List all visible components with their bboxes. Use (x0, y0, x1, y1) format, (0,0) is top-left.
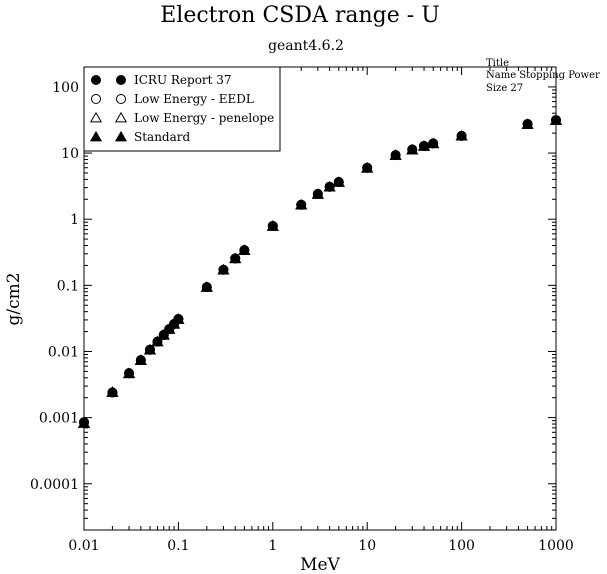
legend-label: ICRU Report 37 (134, 73, 232, 87)
y-tick-label: 0.001 (39, 411, 79, 427)
x-tick-label: 1000 (538, 538, 574, 554)
data-point (266, 220, 279, 231)
legend-label: Low Energy - penelope (134, 111, 274, 125)
data-point (549, 114, 563, 125)
y-tick-label: 10 (61, 146, 79, 162)
legend-marker (114, 130, 128, 142)
x-tick-label: 0.01 (68, 538, 99, 554)
x-tick-label: 0.1 (167, 538, 189, 554)
data-point (106, 386, 119, 397)
data-point (238, 244, 251, 255)
legend-marker (114, 111, 128, 123)
legend-marker-left (89, 111, 103, 123)
legend-marker (116, 75, 126, 85)
data-point (200, 281, 213, 292)
legend-marker-left (91, 75, 101, 85)
legend-label: Standard (134, 130, 190, 144)
data-point (163, 323, 176, 334)
data-point (143, 343, 157, 355)
info-line-1: Title (486, 58, 509, 69)
y-tick-label: 0.1 (57, 278, 79, 294)
data-point (406, 143, 419, 155)
data-point (417, 140, 431, 151)
data-point (217, 263, 230, 275)
legend: ICRU Report 37 Low Energy - EEDL Low Energ… (83, 66, 281, 152)
y-tick-label: 1 (70, 212, 79, 228)
data-point (361, 162, 374, 173)
data-point (521, 118, 534, 129)
data-points (77, 114, 563, 428)
info-box: Title Name Stopping Power Size 27 (486, 58, 600, 94)
data-point (229, 252, 242, 264)
y-tick-label: 0.01 (48, 344, 79, 360)
data-point (323, 180, 336, 192)
data-point (389, 149, 402, 160)
x-tick-label: 10 (358, 538, 376, 554)
data-point (151, 335, 164, 347)
series-1 (79, 115, 561, 428)
data-point (134, 354, 147, 365)
x-axis-label: MeV (300, 555, 340, 574)
legend-marker-left (89, 130, 103, 142)
data-point (123, 367, 136, 379)
y-axis-label: g/cm2 (4, 272, 24, 325)
data-point (332, 176, 345, 187)
data-point (455, 129, 468, 141)
plot-frame (83, 66, 557, 531)
data-point (427, 137, 440, 149)
series-2 (77, 114, 563, 428)
x-tick-label: 100 (448, 538, 475, 554)
y-axis-ticks: 0.0001 0.001 0.01 0.1 1 10 100 (30, 66, 556, 531)
data-point (311, 188, 324, 199)
y-tick-label: 0.0001 (30, 477, 79, 493)
legend-label: Low Energy - EEDL (134, 92, 254, 106)
info-line-2: Name Stopping Power (486, 70, 600, 81)
data-point (157, 329, 170, 340)
legend-marker-left (91, 94, 101, 104)
data-point (77, 417, 91, 428)
chart-subtitle: geant4.6.2 (268, 38, 344, 54)
series-3 (77, 114, 563, 428)
y-tick-label: 100 (52, 80, 79, 96)
chart-title: Electron CSDA range - U (160, 3, 440, 28)
data-point (172, 313, 185, 324)
info-line-3: Size 27 (486, 83, 523, 94)
legend-marker (116, 94, 126, 104)
x-tick-label: 1 (268, 538, 277, 554)
series-0 (79, 115, 561, 428)
data-point (295, 198, 308, 210)
